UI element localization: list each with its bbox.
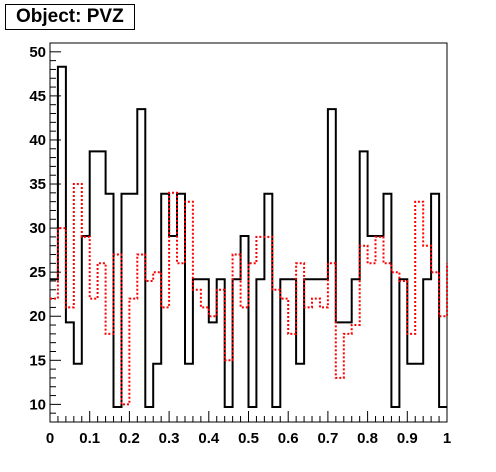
series-dotted-step-line [50,183,448,406]
x-tick-label: 0.1 [79,430,100,447]
y-tick-label: 50 [29,44,46,61]
x-tick-label: 0 [46,430,54,447]
tick-labels: 0 0.1 0.2 0.3 0.4 0.5 0.6 0.7 0.8 0.9 1 10 15 20 25 30 3… [29,44,451,447]
x-tick-label: 0.7 [317,430,338,447]
chart-title: Object: PVZ [5,4,135,30]
x-tick-label: 0.2 [119,430,140,447]
axis-ticks [49,42,448,423]
y-tick-label: 20 [29,308,46,325]
y-tick-label: 10 [29,396,46,413]
y-tick-label: 25 [29,264,46,281]
y-tick-label: 35 [29,176,46,193]
y-tick-label: 30 [29,220,46,237]
x-tick-label: 0.8 [357,430,378,447]
x-tick-label: 1 [443,430,451,447]
y-tick-label: 40 [29,132,46,149]
series-solid-step-line [50,65,447,408]
x-tick-label: 0.3 [159,430,180,447]
series-layer [50,65,448,408]
y-tick-label: 45 [29,88,46,105]
x-tick-label: 0.9 [397,430,418,447]
x-tick-label: 0.4 [198,430,220,447]
x-tick-label: 0.6 [278,430,299,447]
x-tick-label: 0.5 [238,430,259,447]
y-tick-label: 15 [29,352,46,369]
